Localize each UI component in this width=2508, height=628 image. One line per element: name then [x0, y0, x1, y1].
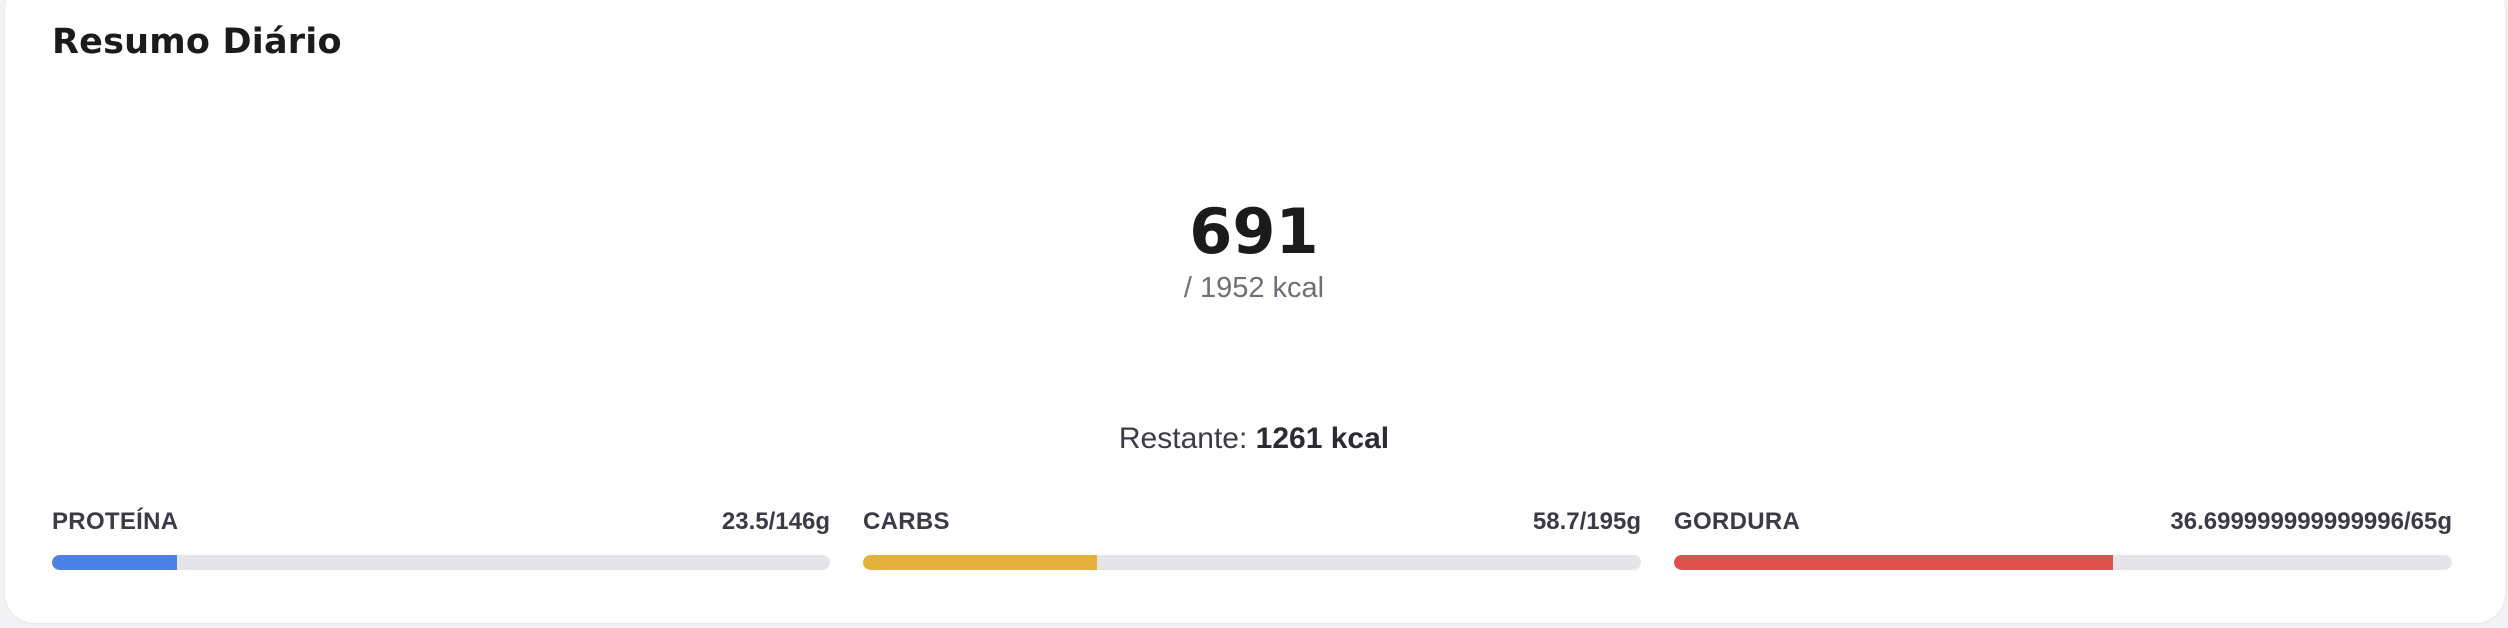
macro-label: PROTEÍNA: [52, 508, 179, 535]
macro-progress-fill: [52, 555, 178, 570]
macro-progress-fill: [1674, 555, 2114, 570]
remaining-value: 1261 kcal: [1255, 422, 1390, 455]
macro-label: GORDURA: [1674, 508, 1801, 535]
macro-progress-fill: [863, 555, 1098, 570]
macro-carbs: CARBS 58.7/195g: [863, 504, 1641, 574]
macro-progress-track: [1674, 555, 2452, 570]
calories-goal: / 1952 kcal: [1183, 272, 1325, 304]
macro-fat: GORDURA 36.699999999999996/65g: [1674, 504, 2452, 574]
macro-protein: PROTEÍNA 23.5/146g: [52, 504, 830, 574]
macro-amount: 58.7/195g: [1532, 508, 1641, 535]
remaining-label: Restante:: [1118, 422, 1256, 455]
macro-amount: 36.699999999999996/65g: [2170, 508, 2452, 535]
macro-label: CARBS: [863, 508, 950, 535]
daily-summary-card: [5, 0, 2505, 623]
calories-remaining: Restante: 1261 kcal: [0, 418, 2508, 460]
calories-consumed: 691: [1189, 195, 1319, 268]
macro-progress-track: [863, 555, 1641, 570]
card-title: Resumo Diário: [52, 22, 342, 62]
macro-progress-track: [52, 555, 830, 570]
macro-amount: 23.5/146g: [721, 508, 830, 535]
